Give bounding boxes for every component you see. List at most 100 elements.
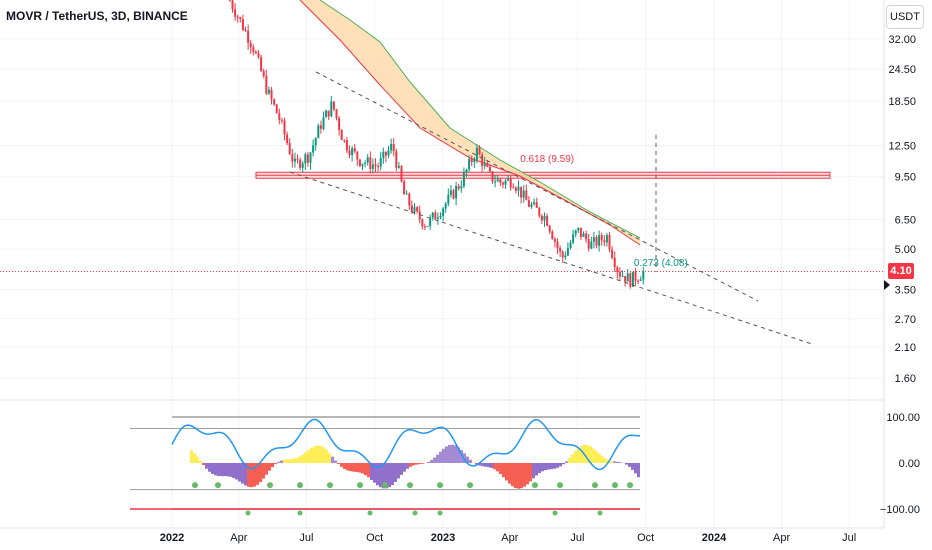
candle-body <box>431 212 434 218</box>
osc-histogram-bar <box>250 463 253 488</box>
osc-histogram-bar <box>445 446 448 463</box>
osc-tick-label: 100.00 <box>886 412 920 424</box>
candle-body <box>382 151 385 159</box>
osc-histogram-bar <box>217 463 220 476</box>
osc-histogram-bar <box>193 453 196 463</box>
osc-histogram-bar <box>241 463 244 484</box>
osc-histogram-bar <box>475 463 478 465</box>
osc-histogram-bar <box>574 450 577 463</box>
osc-histogram-bar <box>355 463 358 472</box>
osc-histogram-bar <box>202 463 205 466</box>
candle-body <box>444 203 447 209</box>
candle-body <box>374 164 377 167</box>
osc-histogram-bar <box>322 447 325 463</box>
candle-body <box>561 251 564 258</box>
candle-body <box>413 207 416 212</box>
osc-histogram-bar <box>421 463 424 464</box>
osc-histogram-bar <box>349 463 352 472</box>
candle-body <box>501 182 504 185</box>
candle-body <box>595 237 598 246</box>
osc-histogram-bar <box>319 445 322 463</box>
candle-body <box>600 235 603 241</box>
osc-signal-dot <box>532 482 538 489</box>
candle-body <box>520 186 523 198</box>
candle-body <box>244 29 247 31</box>
osc-histogram-bar <box>223 463 226 477</box>
osc-histogram-bar <box>262 463 265 479</box>
time-tick-label: Apr <box>501 532 518 544</box>
osc-histogram-bar <box>463 453 466 463</box>
osc-histogram-bar <box>433 457 436 463</box>
osc-histogram-bar <box>226 463 229 477</box>
candle-body <box>475 147 478 160</box>
osc-histogram-bar <box>295 458 298 463</box>
time-tick-label: Jul <box>842 532 856 544</box>
candle-body <box>267 89 270 94</box>
candle-body <box>462 172 465 187</box>
candle-body <box>465 169 468 173</box>
candle-body <box>470 159 473 163</box>
scroll-arrow-icon[interactable] <box>884 280 890 290</box>
osc-histogram-bar <box>505 463 508 481</box>
osc-histogram-bar <box>352 463 355 472</box>
candle-body <box>507 178 510 181</box>
osc-histogram-bar <box>427 461 430 463</box>
osc-histogram-bar <box>613 461 616 463</box>
osc-signal-dot <box>267 482 273 489</box>
osc-signal-dot <box>327 482 333 489</box>
osc-histogram-bar <box>379 463 382 488</box>
candle-body <box>252 47 255 52</box>
osc-histogram-bar <box>430 460 433 463</box>
candle-body <box>439 215 442 218</box>
osc-histogram-bar <box>292 458 295 463</box>
candle-body <box>590 241 593 249</box>
osc-histogram-bar <box>547 463 550 470</box>
candle-body <box>317 125 320 139</box>
candle-body <box>353 148 356 152</box>
osc-line <box>171 418 641 471</box>
candle-body <box>260 57 263 71</box>
time-tick-label: 2023 <box>431 532 455 544</box>
osc-histogram-bar <box>544 463 547 471</box>
osc-histogram-bar <box>400 463 403 475</box>
osc-signal-dot <box>407 482 413 489</box>
osc-histogram-bar <box>214 463 217 476</box>
osc-bottom-dot <box>367 510 373 516</box>
osc-histogram-bar <box>541 463 544 472</box>
osc-histogram-bar <box>493 463 496 470</box>
fib-label: 0.618 (9.59) <box>520 154 574 165</box>
osc-histogram-bar <box>601 456 604 463</box>
candle-body <box>423 226 426 228</box>
osc-histogram-bar <box>220 463 223 477</box>
osc-histogram-bar <box>481 463 484 467</box>
osc-bottom-dot <box>412 510 418 516</box>
osc-histogram-bar <box>388 463 391 488</box>
candle-body <box>228 0 231 2</box>
candle-body <box>387 150 390 156</box>
osc-histogram-bar <box>610 460 613 463</box>
osc-histogram-bar <box>496 463 499 472</box>
candle-body <box>371 164 374 169</box>
candle-body <box>322 117 325 129</box>
osc-histogram-bar <box>478 463 481 466</box>
currency-button[interactable]: USDT <box>886 5 924 29</box>
time-tick-label: Oct <box>366 532 383 544</box>
candle-body <box>603 240 606 243</box>
candle-body <box>286 134 289 144</box>
candle-body <box>309 152 312 163</box>
time-tick-label: Jul <box>570 532 584 544</box>
candle-body <box>613 257 616 268</box>
osc-signal-dot <box>297 482 303 489</box>
osc-histogram-bar <box>310 447 313 463</box>
candle-body <box>364 162 367 164</box>
candle-body <box>481 154 484 167</box>
candle-body <box>642 271 645 280</box>
osc-histogram-bar <box>385 463 388 489</box>
candle-body <box>577 227 580 231</box>
osc-histogram-bar <box>508 463 511 484</box>
osc-histogram-bar <box>340 463 343 467</box>
osc-histogram-bar <box>589 446 592 463</box>
candle-body <box>629 273 632 287</box>
candle-body <box>436 217 439 219</box>
